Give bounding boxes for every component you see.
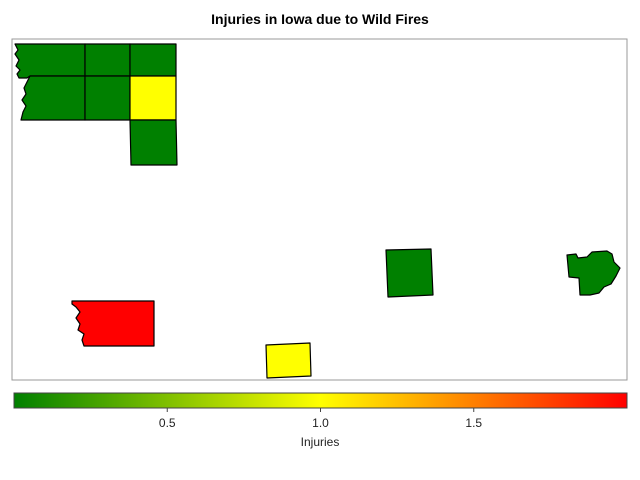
county-nw-row1-col2[interactable] bbox=[84, 43, 131, 77]
county-south-central[interactable] bbox=[265, 342, 312, 379]
legend-title: Injuries bbox=[301, 435, 340, 449]
county-nw-row1-col3[interactable] bbox=[129, 43, 177, 77]
legend-tick-label: 1.0 bbox=[312, 416, 329, 430]
county-layer bbox=[14, 43, 621, 379]
legend-tick-label: 1.5 bbox=[465, 416, 482, 430]
county-nw-row1-col1[interactable] bbox=[14, 43, 86, 79]
map-frame bbox=[11, 38, 628, 381]
county-nw-row3-col3[interactable] bbox=[129, 119, 178, 166]
map-title: Injuries in Iowa due to Wild Fires bbox=[211, 11, 429, 27]
county-nw-row2-col1[interactable] bbox=[20, 75, 86, 121]
county-far-east[interactable] bbox=[566, 250, 621, 296]
county-central-east[interactable] bbox=[385, 248, 434, 298]
color-legend: 0.5 1.0 1.5 Injuries bbox=[13, 392, 628, 449]
legend-ticks: 0.5 1.0 1.5 bbox=[159, 408, 482, 430]
legend-tick-label: 0.5 bbox=[159, 416, 176, 430]
county-nw-row2-col2[interactable] bbox=[84, 75, 131, 121]
county-southwest[interactable] bbox=[71, 300, 155, 347]
legend-gradient-bar bbox=[13, 392, 628, 409]
county-nw-row2-col3[interactable] bbox=[129, 75, 177, 121]
